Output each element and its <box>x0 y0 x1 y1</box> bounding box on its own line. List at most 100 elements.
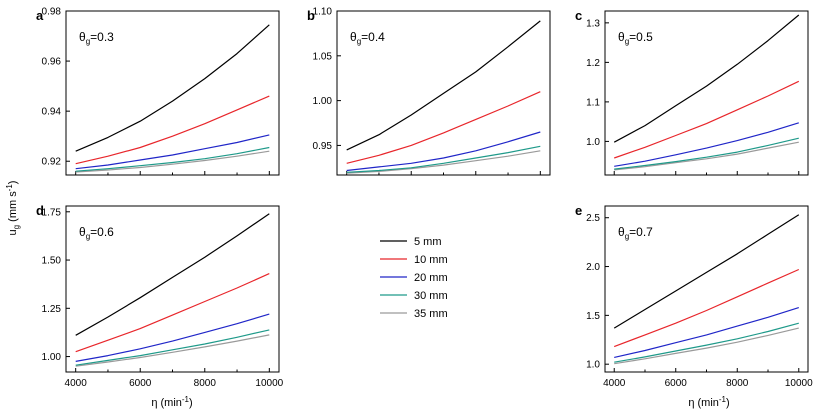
series-line-35mm <box>346 150 541 174</box>
x-tick-label: 8000 <box>726 378 749 389</box>
series-line-30mm <box>75 329 270 366</box>
theta-value: =0.7 <box>629 225 653 239</box>
panel-letter: d <box>36 203 44 218</box>
x-tick-label: 8000 <box>194 378 217 389</box>
y-axis-label-unit-pre: (mm s <box>7 191 19 225</box>
y-tick-label: 1.0 <box>586 360 600 371</box>
y-tick-label: 1.0 <box>586 137 600 148</box>
y-tick-label: 0.94 <box>42 107 62 118</box>
legend-label-10mm: 10 mm <box>414 254 448 266</box>
legend: 5 mm 10 mm 20 mm 30 mm 35 mm <box>380 236 448 320</box>
series-line-10mm <box>75 95 270 165</box>
series-line-35mm <box>614 327 799 365</box>
legend-label-5mm: 5 mm <box>414 236 442 248</box>
y-tick-label: 1.05 <box>313 51 333 62</box>
series-line-10mm <box>346 91 541 164</box>
x-axis-label-right-main: η (min <box>688 397 719 409</box>
x-axis-label-right-post: ) <box>726 397 730 409</box>
x-axis-label-right: η (min-1) <box>688 395 729 409</box>
theta-sub: g <box>357 37 361 46</box>
y-tick-label: 1.2 <box>586 58 600 69</box>
x-tick-label: 4000 <box>65 378 88 389</box>
legend-label-30mm: 30 mm <box>414 290 448 302</box>
x-axis-label-left-main: η (min <box>151 397 182 409</box>
x-tick-label: 10000 <box>255 378 283 389</box>
y-tick-label: 2.0 <box>586 262 600 273</box>
y-tick-label: 0.98 <box>42 7 62 18</box>
y-tick-label: 0.95 <box>313 141 333 152</box>
series-line-10mm <box>613 268 800 348</box>
y-tick-label: 1.1 <box>586 97 600 108</box>
panel-d: d θg=0.6 1.00 1.25 1.50 1.75 4000 6000 8000 10000 <box>36 203 284 389</box>
theta-value: =0.3 <box>90 30 114 44</box>
y-tick-label: 1.10 <box>313 7 333 18</box>
series-line-5mm <box>613 14 800 143</box>
y-axis-label-unit-post: ) <box>7 181 19 185</box>
theta-annotation: θg=0.5 <box>618 30 653 46</box>
series-line-35mm <box>75 334 270 367</box>
y-tick-label: 0.96 <box>42 57 62 68</box>
theta-value: =0.6 <box>90 225 114 239</box>
series-line-5mm <box>613 214 800 329</box>
x-tick-label: 4000 <box>603 378 626 389</box>
series-line-5mm <box>75 213 270 336</box>
y-tick-label: 0.92 <box>42 157 62 168</box>
theta-symbol: θ <box>350 30 357 44</box>
x-tick-label: 10000 <box>785 378 813 389</box>
y-tick-label: 2.5 <box>586 213 600 224</box>
x-tick-label: 6000 <box>665 378 688 389</box>
y-tick-label: 1.00 <box>313 96 333 107</box>
y-tick-label: 1.50 <box>42 256 62 267</box>
series-line-20mm <box>75 313 270 362</box>
theta-annotation: θg=0.6 <box>79 225 114 241</box>
y-tick-label: 1.75 <box>42 207 62 218</box>
y-tick-label: 1.5 <box>586 311 600 322</box>
series-line-30mm <box>614 137 799 170</box>
legend-label-20mm: 20 mm <box>414 272 448 284</box>
series-line-5mm <box>75 24 270 152</box>
panel-letter: b <box>307 8 315 23</box>
theta-symbol: θ <box>618 225 625 239</box>
series-line-20mm <box>75 134 270 170</box>
series-line-35mm <box>75 150 270 173</box>
series-line-10mm <box>75 273 270 353</box>
series-line-20mm <box>346 131 541 172</box>
theta-sub: g <box>625 37 629 46</box>
panel-letter: a <box>36 8 44 23</box>
theta-symbol: θ <box>79 30 86 44</box>
panel-b: b θg=0.4 0.95 1.00 1.05 1.10 <box>307 7 551 176</box>
theta-sub: g <box>86 37 90 46</box>
y-tick-label: 1.00 <box>42 352 62 363</box>
y-tick-label: 1.3 <box>586 18 600 29</box>
theta-value: =0.4 <box>361 30 385 44</box>
x-axis-label-left-sup: -1 <box>182 395 190 404</box>
theta-sub: g <box>625 232 629 241</box>
theta-sub: g <box>86 232 90 241</box>
series-line-35mm <box>614 141 799 171</box>
y-axis-label: ug (mm s-1) <box>5 181 21 236</box>
y-axis-label-main: u <box>7 229 19 235</box>
legend-label-35mm: 35 mm <box>414 308 448 320</box>
panel-e: e θg=0.7 1.0 1.5 2.0 2.5 4000 6000 8000 10000 <box>575 203 813 389</box>
series-line-30mm <box>614 322 799 363</box>
panel-letter: e <box>575 203 582 218</box>
panel-a: a θg=0.3 0.92 0.94 0.96 0.98 <box>36 7 280 176</box>
theta-annotation: θg=0.3 <box>79 30 114 46</box>
series-line-20mm <box>614 122 799 167</box>
series-line-10mm <box>614 80 800 159</box>
theta-symbol: θ <box>79 225 86 239</box>
x-axis-label-right-sup: -1 <box>719 395 727 404</box>
series-line-5mm <box>346 20 541 151</box>
theta-annotation: θg=0.7 <box>618 225 653 241</box>
series-line-20mm <box>614 307 799 358</box>
y-axis-label-unit-sup: -1 <box>5 184 14 192</box>
theta-value: =0.5 <box>629 30 653 44</box>
theta-annotation: θg=0.4 <box>350 30 385 46</box>
series-line-30mm <box>75 146 270 172</box>
x-axis-label-left-post: ) <box>189 397 193 409</box>
panel-letter: c <box>575 8 582 23</box>
panel-c: c θg=0.5 1.0 1.1 1.2 1.3 <box>575 8 809 176</box>
theta-symbol: θ <box>618 30 625 44</box>
series-line-30mm <box>346 145 541 173</box>
